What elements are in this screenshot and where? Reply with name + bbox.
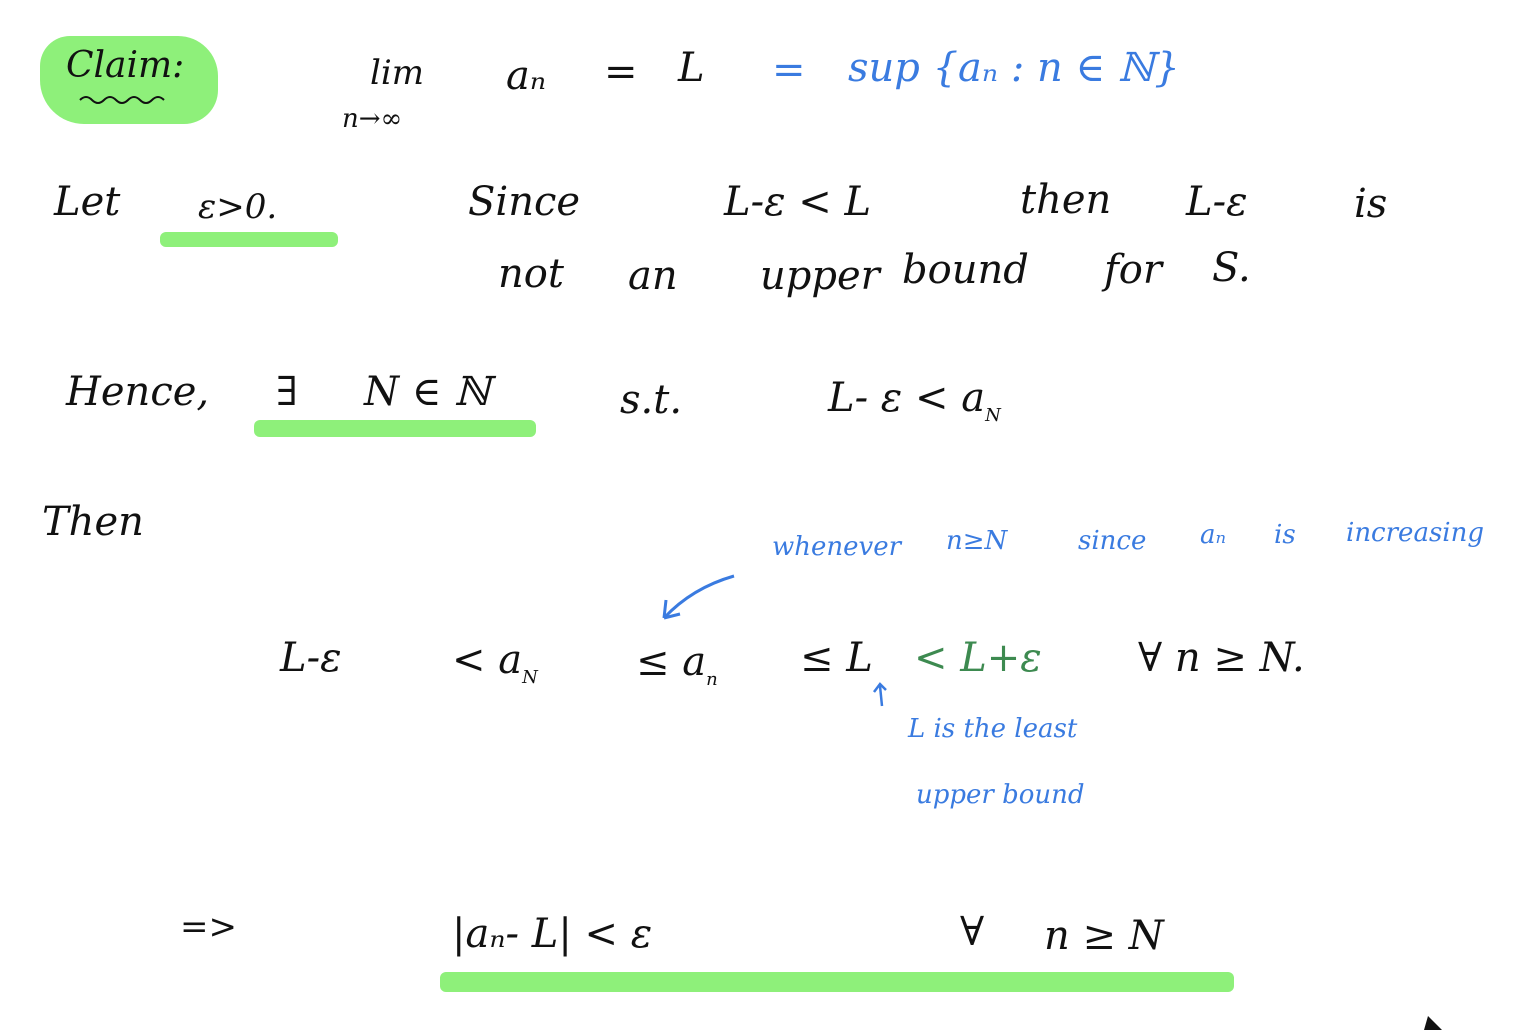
- claim-highlight: [40, 36, 218, 124]
- lim-subscript: n→∞: [342, 104, 403, 134]
- set-S: S.: [1212, 245, 1251, 291]
- an-word: an: [628, 253, 678, 299]
- since-word: Since: [468, 179, 581, 225]
- exists-highlight: [254, 420, 536, 437]
- le-an: ≤ an: [636, 639, 718, 690]
- upper-word: upper: [760, 253, 880, 299]
- claim-eq1: =: [604, 49, 638, 95]
- ineq-L-eps-lt-L: L-ε < L: [724, 179, 872, 225]
- since-annot: since: [1078, 526, 1147, 556]
- le-L: ≤ L: [800, 635, 873, 681]
- bound-word: bound: [902, 247, 1029, 293]
- forall-symbol: ∀: [960, 909, 985, 955]
- squiggle-underline: [79, 96, 165, 104]
- let-word: Let: [54, 179, 121, 225]
- conclusion-highlight: [440, 972, 1234, 992]
- whenever-word: whenever: [772, 532, 902, 562]
- pointer-cursor-icon: [1424, 1016, 1442, 1030]
- L-minus-eps-2: L-ε: [280, 635, 342, 681]
- an-annot: aₙ: [1200, 520, 1227, 550]
- N-in-naturals: N ∈ ℕ: [364, 369, 491, 415]
- claim-eq2: =: [772, 47, 806, 93]
- arrow-to-L: [873, 682, 887, 707]
- such-that: s.t.: [620, 377, 683, 423]
- least-upper-bound-line1: L is the least: [908, 714, 1078, 744]
- then-word-2: Then: [42, 499, 144, 545]
- increasing-annot: increasing: [1346, 518, 1484, 548]
- is-word: is: [1354, 181, 1388, 227]
- L-minus-eps: L-ε: [1186, 179, 1248, 225]
- for-word: for: [1104, 247, 1163, 293]
- n-ge-N-final: n ≥ N: [1044, 913, 1164, 959]
- abs-an-minus-L-lt-eps: |aₙ- L| < ε: [452, 911, 653, 957]
- lt-aN: < aN: [452, 637, 538, 688]
- least-upper-bound-line2: upper bound: [916, 780, 1085, 810]
- exists-symbol: ∃: [276, 369, 298, 415]
- lim-word: lim: [370, 53, 424, 93]
- implies-arrow: =>: [180, 907, 237, 947]
- claim-an: aₙ: [506, 53, 547, 99]
- then-word: then: [1020, 177, 1112, 223]
- arrow-to-le: [662, 574, 735, 620]
- n-ge-N-annot: n≥N: [946, 526, 1008, 556]
- is-annot: is: [1274, 520, 1296, 550]
- not-word: not: [498, 251, 564, 297]
- eps-highlight: [160, 232, 338, 247]
- epsilon-positive: ε>0.: [198, 187, 278, 227]
- forall-n-ge-N: ∀ n ≥ N.: [1138, 635, 1305, 681]
- claim-L: L: [678, 45, 705, 91]
- claim-label: Claim:: [66, 45, 185, 86]
- claim-sup: sup {aₙ : n ∈ ℕ}: [848, 45, 1180, 91]
- lt-L-plus-eps: < L+ε: [914, 635, 1042, 681]
- hence-word: Hence,: [66, 369, 210, 415]
- ineq-L-eps-lt-aN: L- ε < aN: [828, 375, 1001, 426]
